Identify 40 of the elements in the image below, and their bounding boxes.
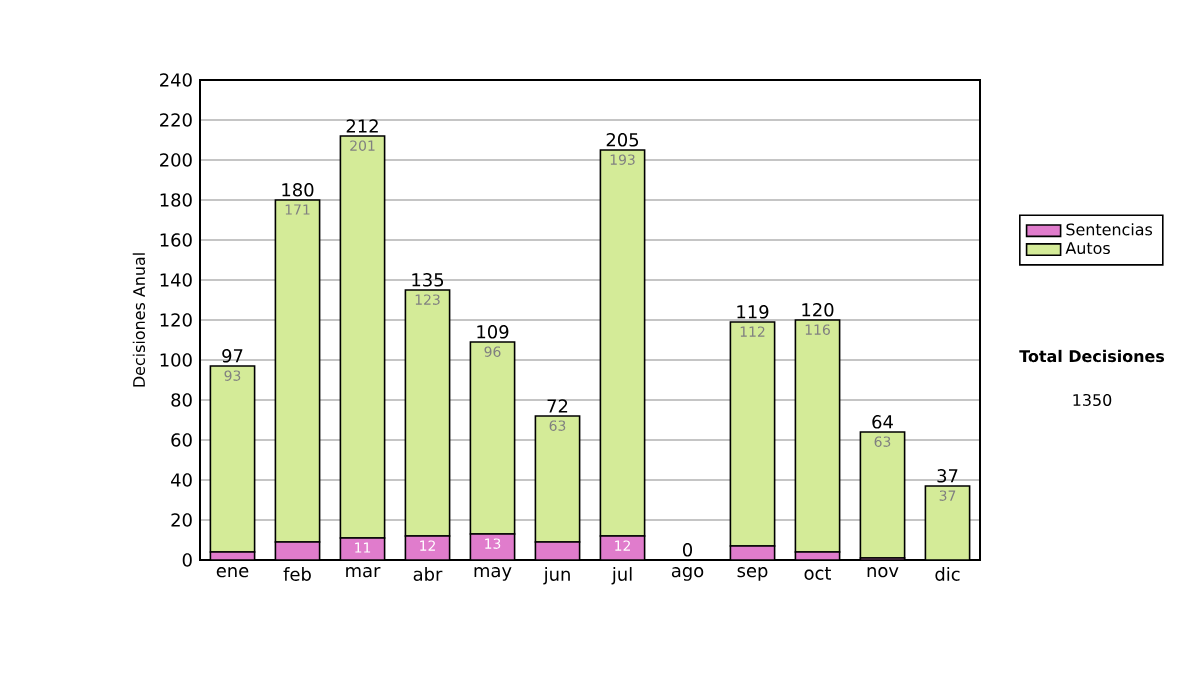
y-tick-label: 60 (171, 433, 192, 447)
y-tick-label: 140 (160, 273, 192, 287)
y-tick-label: 100 (160, 353, 192, 367)
x-tick-label: sep (737, 567, 768, 581)
x-tick-label: oct (804, 567, 832, 580)
total-label: 135 (412, 273, 444, 287)
total-label: 180 (282, 183, 314, 197)
y-tick-label: 220 (160, 113, 192, 127)
y-tick-label: 160 (160, 233, 192, 247)
y-tick-label: 40 (171, 473, 192, 487)
total-label: 72 (547, 399, 568, 413)
y-tick-label: 180 (160, 193, 192, 207)
y-tick-label: 0 (182, 553, 192, 567)
x-tick-label: jun (543, 567, 570, 585)
total-label: 120 (802, 303, 834, 317)
x-tick-label: ago (671, 567, 704, 581)
bar (859, 431, 906, 559)
x-tick-label: mar (346, 567, 381, 578)
total-label: 205 (606, 133, 639, 147)
x-tick-label: feb (283, 567, 311, 581)
total-label: 64 (872, 415, 893, 429)
y-tick-label: 80 (171, 393, 192, 407)
x-tick-label: abr (413, 567, 443, 581)
y-tick-label: 240 (160, 73, 192, 87)
total-label: 37 (937, 469, 958, 483)
x-tick-label: jul (611, 567, 632, 585)
total-label: 97 (222, 349, 243, 363)
total-label: 212 (346, 119, 378, 133)
bar (209, 365, 256, 553)
x-tick-label: ene (216, 567, 249, 578)
x-tick-label: may (474, 567, 512, 581)
y-tick-label: 200 (160, 153, 192, 167)
y-tick-label: 20 (171, 513, 192, 527)
total-label: 119 (737, 305, 769, 319)
y-tick-label: 120 (160, 313, 192, 327)
x-tick-label: nov (867, 567, 899, 578)
total-label: 0 (682, 543, 693, 557)
x-tick-label: dic (935, 567, 960, 581)
bar (794, 319, 841, 553)
total-label: 109 (477, 325, 509, 339)
